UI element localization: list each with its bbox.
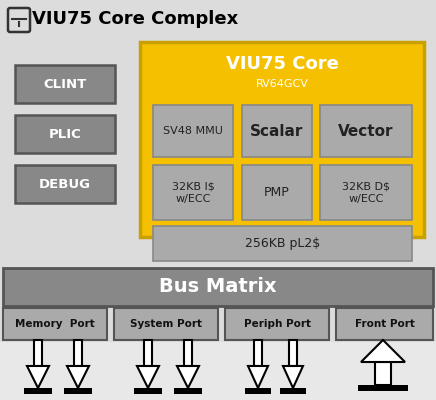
Bar: [254, 340, 262, 366]
FancyBboxPatch shape: [15, 65, 115, 103]
FancyBboxPatch shape: [320, 105, 412, 157]
Text: CLINT: CLINT: [43, 78, 87, 90]
FancyBboxPatch shape: [242, 105, 312, 157]
Bar: [174, 388, 202, 394]
Text: 32KB I$
w/ECC: 32KB I$ w/ECC: [172, 181, 215, 204]
FancyBboxPatch shape: [242, 165, 312, 220]
Bar: [34, 340, 42, 366]
Text: SV48 MMU: SV48 MMU: [163, 126, 223, 136]
Text: VIU75 Core: VIU75 Core: [225, 55, 338, 73]
Text: 256KB pL2$: 256KB pL2$: [245, 237, 320, 250]
Bar: [289, 340, 297, 366]
FancyBboxPatch shape: [320, 165, 412, 220]
Text: Memory  Port: Memory Port: [15, 319, 95, 329]
Text: PMP: PMP: [264, 186, 290, 199]
Bar: [134, 388, 162, 394]
Bar: [0, 342, 436, 400]
Text: DEBUG: DEBUG: [39, 178, 91, 190]
FancyBboxPatch shape: [3, 268, 433, 306]
Polygon shape: [137, 366, 159, 388]
FancyBboxPatch shape: [15, 115, 115, 153]
Text: PLIC: PLIC: [49, 128, 82, 140]
FancyBboxPatch shape: [153, 226, 412, 261]
Text: Front Port: Front Port: [354, 319, 415, 329]
FancyBboxPatch shape: [114, 308, 218, 340]
Polygon shape: [283, 366, 303, 388]
Bar: [144, 340, 152, 366]
Text: Bus Matrix: Bus Matrix: [159, 278, 277, 296]
Text: Vector: Vector: [338, 124, 394, 138]
FancyBboxPatch shape: [153, 165, 233, 220]
Polygon shape: [248, 366, 268, 388]
FancyBboxPatch shape: [140, 42, 424, 237]
Bar: [64, 388, 92, 394]
FancyBboxPatch shape: [15, 165, 115, 203]
FancyBboxPatch shape: [225, 308, 329, 340]
Bar: [245, 388, 271, 394]
FancyBboxPatch shape: [153, 105, 233, 157]
Bar: [375, 362, 392, 385]
Polygon shape: [177, 366, 199, 388]
Bar: [280, 388, 306, 394]
Bar: [74, 340, 82, 366]
Polygon shape: [67, 366, 89, 388]
Text: Periph Port: Periph Port: [243, 319, 310, 329]
Text: Scalar: Scalar: [250, 124, 304, 138]
Text: RV64GCV: RV64GCV: [255, 79, 308, 89]
Bar: [24, 388, 52, 394]
Polygon shape: [27, 366, 49, 388]
Bar: [358, 385, 408, 391]
Text: System Port: System Port: [130, 319, 202, 329]
Bar: [184, 340, 192, 366]
Text: VIU75 Core Complex: VIU75 Core Complex: [32, 10, 238, 28]
Text: 32KB D$
w/ECC: 32KB D$ w/ECC: [342, 181, 390, 204]
FancyBboxPatch shape: [336, 308, 433, 340]
Polygon shape: [361, 340, 405, 362]
FancyBboxPatch shape: [3, 308, 107, 340]
